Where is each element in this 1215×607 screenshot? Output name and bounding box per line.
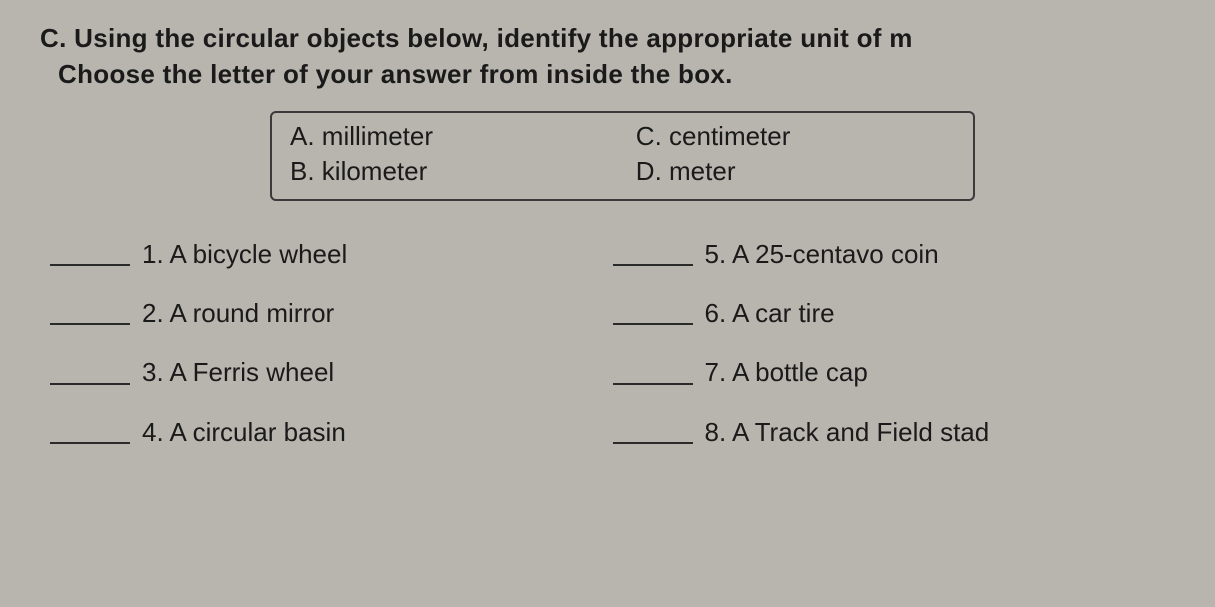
answer-blank-7[interactable] xyxy=(613,383,693,385)
answer-choice-box: A. millimeter C. centimeter B. kilometer… xyxy=(270,111,975,201)
question-2-text: 2. A round mirror xyxy=(142,298,334,329)
answer-blank-6[interactable] xyxy=(613,323,693,325)
question-column-left: 1. A bicycle wheel 2. A round mirror 3. … xyxy=(50,239,613,448)
instruction-line-2: Choose the letter of your answer from in… xyxy=(40,56,1175,92)
question-3-text: 3. A Ferris wheel xyxy=(142,357,334,388)
instruction-line-1: C. Using the circular objects below, ide… xyxy=(40,20,1175,56)
question-8-text: 8. A Track and Field stad xyxy=(705,417,990,448)
question-3: 3. A Ferris wheel xyxy=(50,357,613,388)
question-4-text: 4. A circular basin xyxy=(142,417,346,448)
question-7-text: 7. A bottle cap xyxy=(705,357,868,388)
answer-blank-3[interactable] xyxy=(50,383,130,385)
question-6: 6. A car tire xyxy=(613,298,1176,329)
choice-row-1: A. millimeter C. centimeter xyxy=(290,119,955,154)
question-5-text: 5. A 25-centavo coin xyxy=(705,239,939,270)
answer-blank-5[interactable] xyxy=(613,264,693,266)
question-column-right: 5. A 25-centavo coin 6. A car tire 7. A … xyxy=(613,239,1176,448)
answer-blank-4[interactable] xyxy=(50,442,130,444)
question-1-text: 1. A bicycle wheel xyxy=(142,239,347,270)
choice-a: A. millimeter xyxy=(290,119,636,154)
question-4: 4. A circular basin xyxy=(50,417,613,448)
question-8: 8. A Track and Field stad xyxy=(613,417,1176,448)
question-7: 7. A bottle cap xyxy=(613,357,1176,388)
instructions: C. Using the circular objects below, ide… xyxy=(40,20,1175,93)
answer-blank-2[interactable] xyxy=(50,323,130,325)
choice-row-2: B. kilometer D. meter xyxy=(290,154,955,189)
question-6-text: 6. A car tire xyxy=(705,298,835,329)
question-1: 1. A bicycle wheel xyxy=(50,239,613,270)
answer-blank-1[interactable] xyxy=(50,264,130,266)
question-2: 2. A round mirror xyxy=(50,298,613,329)
answer-blank-8[interactable] xyxy=(613,442,693,444)
question-5: 5. A 25-centavo coin xyxy=(613,239,1176,270)
choice-d: D. meter xyxy=(636,154,955,189)
choice-c: C. centimeter xyxy=(636,119,955,154)
choice-b: B. kilometer xyxy=(290,154,636,189)
questions-container: 1. A bicycle wheel 2. A round mirror 3. … xyxy=(40,239,1175,448)
